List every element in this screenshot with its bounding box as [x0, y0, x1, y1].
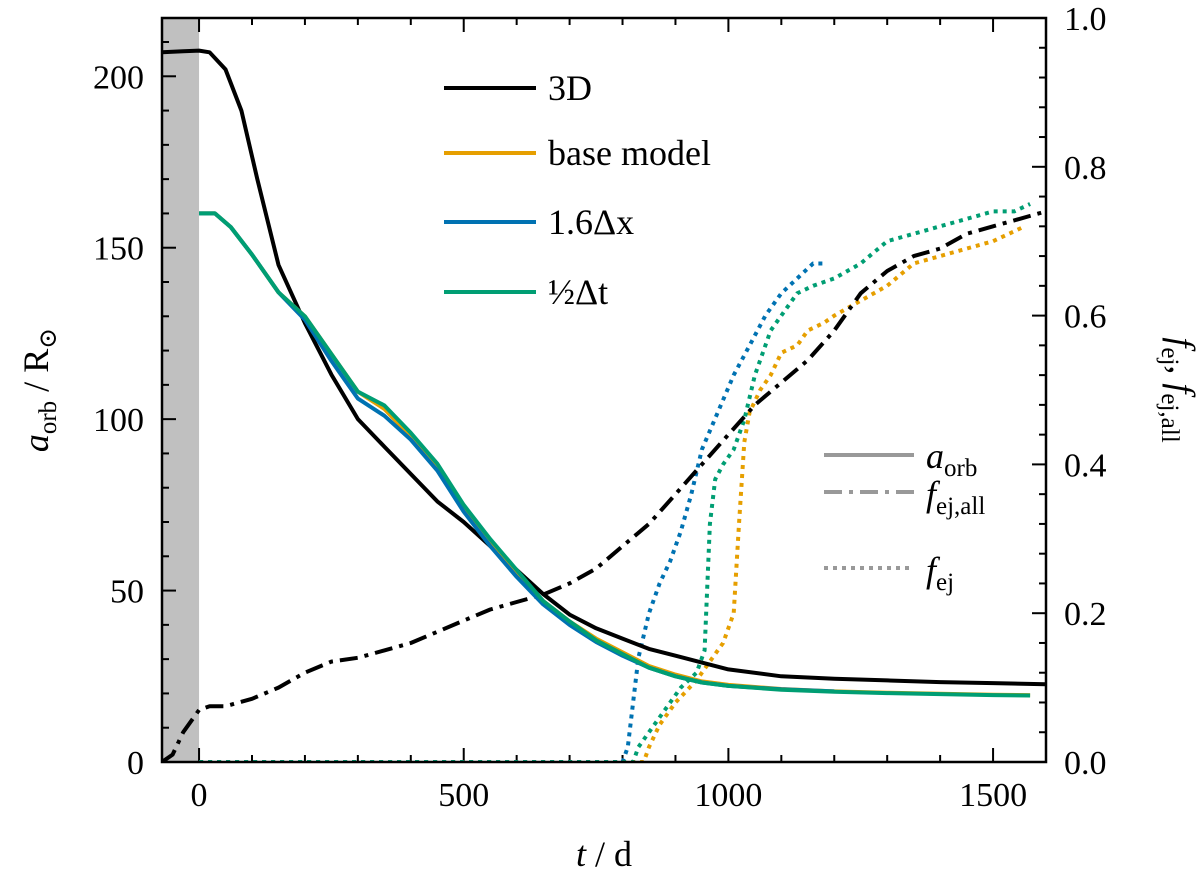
y-tick-label-right: 0.2	[1064, 596, 1107, 633]
legend-label-3d: 3D	[548, 68, 592, 108]
axis-ticks	[162, 17, 1047, 763]
series-line-base-model-f-ej	[199, 224, 1026, 762]
y-tick-label-left: 150	[93, 231, 144, 268]
legend-label-1-6dx: 1.6Δx	[548, 202, 634, 242]
x-tick-label: 1500	[959, 777, 1027, 814]
y-tick-label-left: 0	[127, 745, 144, 782]
y-tick-label-left: 50	[110, 574, 144, 611]
y-tick-label-right: 1.0	[1064, 1, 1107, 38]
y-tick-label-left: 200	[93, 59, 144, 96]
series-line-t-f-ej	[199, 202, 1031, 762]
y-axis-label-right: fej, fej,all	[1156, 337, 1200, 442]
shaded-region	[162, 18, 200, 762]
x-tick-label: 500	[438, 777, 489, 814]
series-line-t-a-orb	[199, 211, 1031, 698]
y-tick-label-left: 100	[93, 402, 144, 439]
plot-frame	[160, 16, 1048, 764]
y-tick-label-right: 0.4	[1064, 447, 1107, 484]
y-tick-label-right: 0.6	[1064, 299, 1107, 336]
legend-models: 3D base model 1.6Δx ½Δt	[444, 68, 711, 312]
legend-styles: aorb fej,all fej	[824, 436, 985, 596]
y-axis-label-left: aorb / R⊙	[16, 328, 62, 452]
series-line-3d-f-ej-all	[162, 209, 1046, 762]
series-layer	[162, 48, 1046, 762]
legend-label-fej: fej	[926, 550, 954, 596]
x-tick-label: 1000	[694, 777, 762, 814]
y-tick-label-right: 0.0	[1064, 745, 1107, 782]
legend-label-base-model: base model	[548, 133, 711, 173]
legend-label-half-dt: ½Δt	[548, 272, 608, 312]
series-line-1-6-x-a-orb	[199, 211, 835, 694]
x-axis-label: t / d	[576, 834, 632, 874]
y-tick-label-right: 0.8	[1064, 150, 1107, 187]
legend-label-aorb: aorb	[926, 436, 977, 482]
x-tick-label: 0	[191, 777, 208, 814]
legend-label-fej-all: fej,all	[926, 474, 985, 520]
tick-labels: 0 500 1000 1500 0 50 100 150 200 0.0 0.2 0.4 0.6 0.8 1…	[93, 1, 1107, 814]
